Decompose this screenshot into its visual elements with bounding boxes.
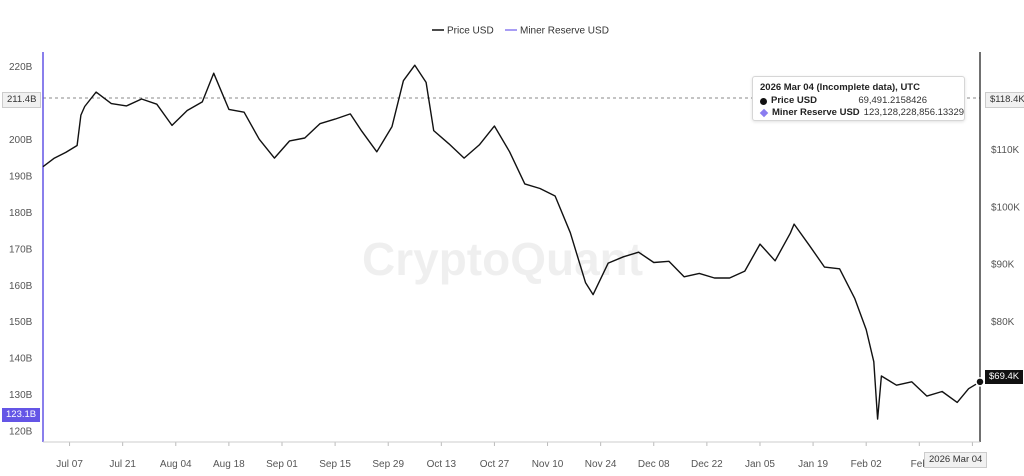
tooltip-title: 2026 Mar 04 (Incomplete data), UTC bbox=[760, 82, 920, 93]
markers bbox=[975, 377, 985, 387]
x-tick-label: Jan 19 bbox=[798, 459, 828, 470]
tooltip-reserve-diamond bbox=[759, 108, 769, 118]
left-axis-value-badge: 123.1B bbox=[2, 408, 41, 422]
legend-reserve[interactable]: Miner Reserve USD bbox=[520, 26, 609, 37]
series-price-line bbox=[42, 64, 981, 420]
tooltip: 2026 Mar 04 (Incomplete data), UTC Price… bbox=[752, 76, 965, 121]
x-tick-label: Oct 13 bbox=[427, 459, 457, 470]
x-tick-label: Feb bbox=[911, 459, 929, 470]
x-tick-label: Sep 29 bbox=[372, 459, 404, 470]
tooltip-price-label: Price USD bbox=[771, 95, 817, 106]
x-tick-label: Sep 15 bbox=[319, 459, 351, 470]
y-left-tick-label: 120B bbox=[9, 427, 33, 438]
crosshair-date-badge: 2026 Mar 04 bbox=[924, 452, 988, 468]
tooltip-row-reserve: Miner Reserve USD 123,128,228,856.13329 bbox=[759, 107, 964, 119]
x-tick-label: Dec 08 bbox=[638, 459, 670, 470]
y-left-tick-label: 220B bbox=[9, 62, 33, 73]
x-tick-label: Nov 10 bbox=[532, 459, 564, 470]
legend-price[interactable]: Price USD bbox=[447, 26, 494, 37]
x-tick-label: Sep 01 bbox=[266, 459, 298, 470]
watermark: CryptoQuant bbox=[362, 233, 643, 285]
x-tick-label: Oct 27 bbox=[480, 459, 510, 470]
y-right-tick-label: $90K bbox=[991, 260, 1015, 271]
y-right-tick-label: $80K bbox=[991, 317, 1015, 328]
y-right-tick-label: $100K bbox=[991, 202, 1020, 213]
x-tick-label: Dec 22 bbox=[691, 459, 723, 470]
tooltip-reserve-label: Miner Reserve USD bbox=[772, 107, 860, 118]
tooltip-row-price: Price USD 69,491.2158426 bbox=[760, 95, 957, 107]
x-tick-label: Aug 04 bbox=[160, 459, 192, 470]
price-last-point-marker bbox=[975, 377, 985, 387]
y-left-tick-label: 190B bbox=[9, 171, 33, 182]
x-tick-label: Feb 02 bbox=[851, 459, 883, 470]
y-left-tick-label: 160B bbox=[9, 281, 33, 292]
tooltip-price-value: 69,491.2158426 bbox=[858, 95, 927, 106]
right-axis-value-badge: $69.4K bbox=[985, 370, 1024, 384]
legend: Price USD Miner Reserve USD bbox=[432, 26, 609, 37]
y-left-tick-label: 130B bbox=[9, 390, 33, 401]
series bbox=[42, 64, 981, 420]
x-tick-label: Nov 24 bbox=[585, 459, 617, 470]
y-left-tick-label: 180B bbox=[9, 208, 33, 219]
x-tick-label: Aug 18 bbox=[213, 459, 245, 470]
y-left-tick-label: 150B bbox=[9, 317, 33, 328]
tooltip-reserve-value: 123,128,228,856.13329 bbox=[863, 107, 965, 118]
y-right-tick-label: $110K bbox=[991, 145, 1020, 156]
crosshair-left-badge: 211.4B bbox=[2, 92, 42, 108]
tooltip-price-dot bbox=[760, 97, 767, 105]
x-tick-label: Jan 05 bbox=[745, 459, 775, 470]
x-tick-label: Jul 21 bbox=[109, 459, 136, 470]
y-left-tick-label: 200B bbox=[9, 135, 33, 146]
y-left-tick-label: 170B bbox=[9, 244, 33, 255]
y-left-tick-label: 140B bbox=[9, 354, 33, 365]
crosshair-right-badge: $118.4K bbox=[985, 92, 1024, 108]
x-tick-label: Jul 07 bbox=[56, 459, 83, 470]
